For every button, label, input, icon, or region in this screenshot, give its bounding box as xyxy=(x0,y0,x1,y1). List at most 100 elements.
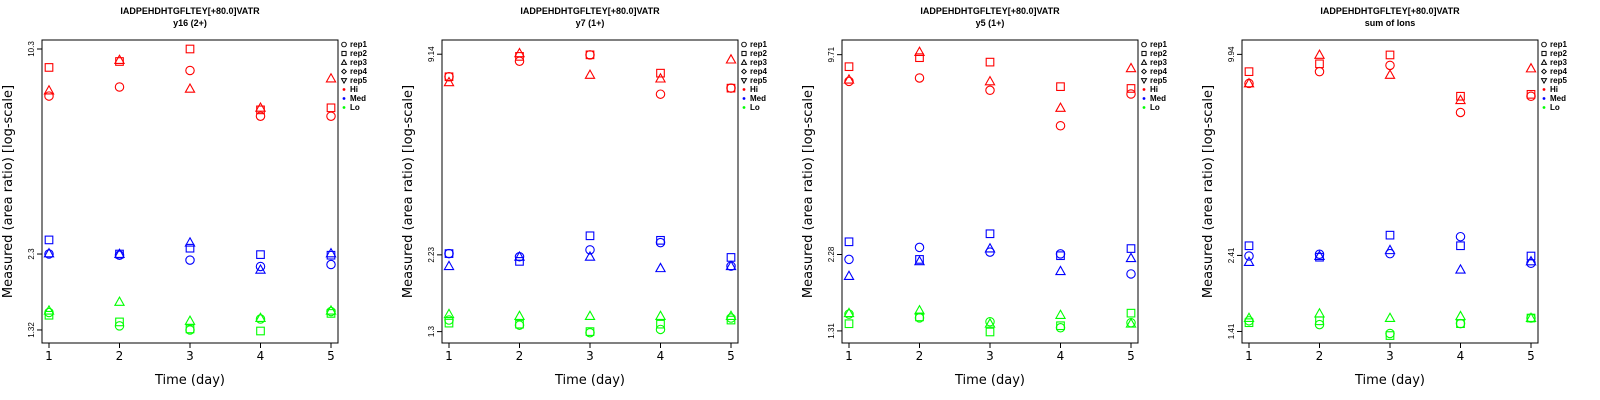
data-point-lo-rep3 xyxy=(513,310,526,321)
data-point-lo-rep2 xyxy=(1244,318,1254,328)
legend-marker-rep4 xyxy=(740,68,748,75)
data-point-hi-rep3 xyxy=(184,82,196,93)
data-point-med-rep2 xyxy=(185,243,195,253)
legend-label-rep4: rep4 xyxy=(750,67,767,76)
data-point-med-rep1 xyxy=(255,261,266,272)
x-tick-label: 3 xyxy=(1386,349,1394,363)
legend-marker-hi xyxy=(1542,88,1546,91)
data-point-hi-rep2 xyxy=(1456,91,1465,101)
data-point-lo-rep3 xyxy=(1313,307,1326,318)
data-point-lo-rep2 xyxy=(185,324,195,334)
chart-title: IADPEHDHTGFLTEY[+80.0]VATR xyxy=(120,6,260,16)
y-tick-label: 2.23 xyxy=(427,247,436,263)
x-tick-label: 5 xyxy=(727,349,735,363)
x-axis-label: Time (day) xyxy=(154,373,225,388)
x-tick-label: 4 xyxy=(1057,349,1065,363)
x-tick-label: 1 xyxy=(445,349,453,363)
data-point-med-rep2 xyxy=(1056,251,1065,261)
data-point-hi-rep3 xyxy=(843,73,855,84)
data-point-hi-rep1 xyxy=(44,91,54,101)
data-point-lo-rep2 xyxy=(726,315,736,325)
chart-subtitle: y5 (1+) xyxy=(976,18,1005,28)
data-point-hi-rep1 xyxy=(1526,91,1536,101)
data-point-hi-rep1 xyxy=(585,50,595,60)
legend-marker-rep2 xyxy=(1141,50,1147,57)
y-tick-label: 9.71 xyxy=(827,46,836,62)
data-point-lo-rep3 xyxy=(584,310,596,321)
legend-marker-rep3 xyxy=(1540,58,1548,65)
x-tick-label: 2 xyxy=(916,349,924,363)
data-point-lo-rep1 xyxy=(1385,328,1395,339)
data-point-med-rep2 xyxy=(1244,241,1254,251)
data-point-med-rep2 xyxy=(726,253,736,262)
data-point-med-rep1 xyxy=(44,249,54,259)
data-point-hi-rep2 xyxy=(844,62,854,72)
legend-marker-rep2 xyxy=(341,50,347,57)
legend-label-rep1: rep1 xyxy=(1550,40,1567,49)
legend-label-rep5: rep5 xyxy=(750,76,767,85)
data-point-hi-rep2 xyxy=(326,103,336,113)
x-tick-label: 3 xyxy=(586,349,594,363)
data-point-hi-rep2 xyxy=(1244,67,1254,77)
data-point-med-rep3 xyxy=(584,250,596,261)
data-point-hi-rep3 xyxy=(1243,77,1255,88)
legend-marker-hi xyxy=(1142,88,1146,91)
data-point-med-rep1 xyxy=(655,237,666,248)
data-point-med-rep3 xyxy=(513,250,526,261)
data-point-med-rep3 xyxy=(1054,265,1067,276)
legend-marker-rep2 xyxy=(741,50,747,57)
x-tick-label: 1 xyxy=(1245,349,1253,363)
data-point-med-rep2 xyxy=(656,235,665,245)
data-point-lo-rep3 xyxy=(325,304,337,315)
x-axis-label: Time (day) xyxy=(954,373,1025,388)
data-point-hi-rep2 xyxy=(185,44,195,54)
plot-frame xyxy=(1241,39,1539,344)
data-point-hi-rep1 xyxy=(1055,120,1066,131)
data-point-hi-rep3 xyxy=(113,54,126,64)
data-point-hi-rep3 xyxy=(325,72,337,83)
data-point-lo-rep3 xyxy=(1054,309,1067,319)
legend-marker-med xyxy=(1542,97,1546,100)
legend-label-hi: Hi xyxy=(350,85,358,94)
data-point-med-rep1 xyxy=(185,255,195,265)
data-point-lo-rep3 xyxy=(254,312,267,323)
data-point-hi-rep1 xyxy=(1385,60,1395,71)
x-tick-label: 2 xyxy=(516,349,524,363)
data-point-med-rep3 xyxy=(1243,256,1255,266)
legend-marker-lo xyxy=(742,106,746,109)
data-point-lo-rep1 xyxy=(985,316,995,327)
legend-label-rep1: rep1 xyxy=(750,40,767,49)
x-tick-label: 2 xyxy=(116,349,124,363)
data-point-med-rep2 xyxy=(256,250,265,259)
data-point-lo-rep2 xyxy=(985,327,995,337)
data-point-lo-rep2 xyxy=(844,319,854,329)
data-point-lo-rep3 xyxy=(725,310,737,321)
data-point-hi-rep2 xyxy=(726,83,736,93)
data-point-lo-rep2 xyxy=(656,319,665,329)
legend-marker-hi xyxy=(742,88,746,91)
data-point-hi-rep3 xyxy=(43,84,55,95)
data-point-med-rep1 xyxy=(326,259,336,270)
data-point-med-rep3 xyxy=(254,263,267,274)
data-point-med-rep2 xyxy=(844,237,854,247)
legend-marker-lo xyxy=(342,106,346,109)
data-point-hi-rep1 xyxy=(726,83,736,93)
data-point-hi-rep3 xyxy=(1384,68,1396,79)
scatter-plot: IADPEHDHTGFLTEY[+80.0]VATR y5 (1+) 1.31 2.2… xyxy=(801,6,1167,388)
data-point-lo-rep3 xyxy=(913,304,926,315)
y-tick-label: 9.94 xyxy=(1227,46,1236,62)
scatter-plot: IADPEHDHTGFLTEY[+80.0]VATR y16 (2+) 1.32 2.… xyxy=(1,6,367,388)
data-point-med-rep3 xyxy=(984,242,996,253)
legend-label-rep2: rep2 xyxy=(1150,49,1167,58)
scatter-plot: IADPEHDHTGFLTEY[+80.0]VATR sum of Ions 1.4… xyxy=(1201,6,1567,388)
x-tick-label: 4 xyxy=(257,349,265,363)
legend-label-med: Med xyxy=(350,94,366,103)
chart-title: IADPEHDHTGFLTEY[+80.0]VATR xyxy=(920,6,1060,16)
data-point-med-rep2 xyxy=(1385,230,1395,240)
plot-frame xyxy=(441,39,739,344)
data-point-lo-rep2 xyxy=(915,312,924,322)
data-point-lo-rep3 xyxy=(1125,317,1137,328)
data-point-hi-rep1 xyxy=(114,82,125,92)
